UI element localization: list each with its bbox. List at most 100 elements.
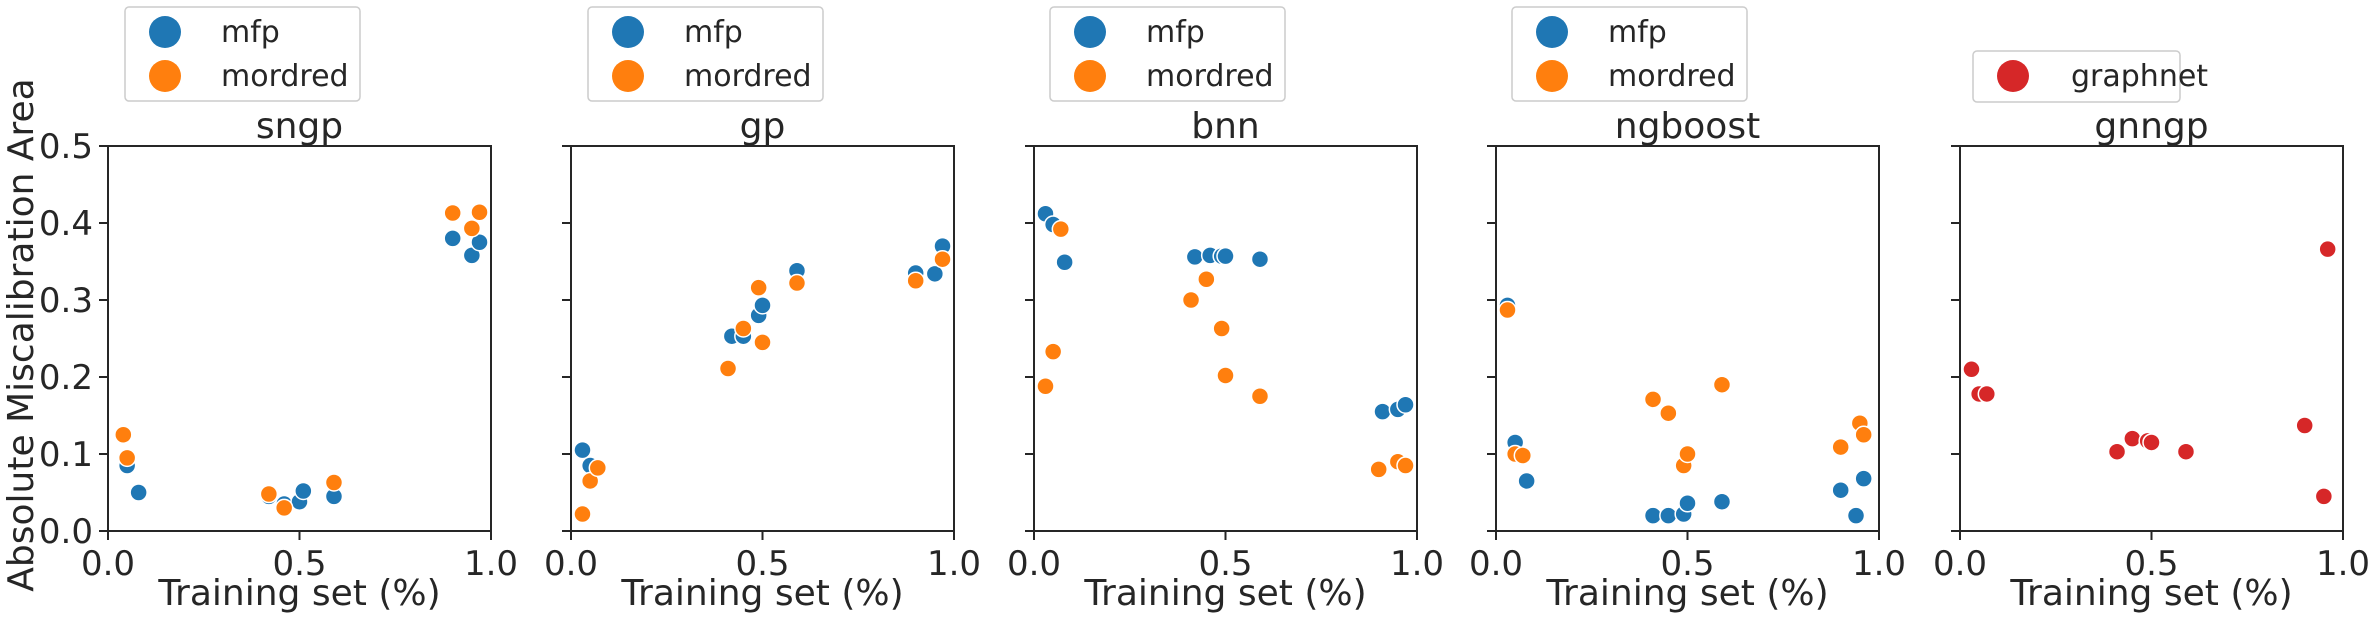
data-point-mordred xyxy=(1659,403,1678,423)
x-axis-label: Training set (%) xyxy=(157,573,440,614)
legend: graphnet xyxy=(1972,50,2208,103)
data-point-mordred xyxy=(117,448,137,468)
x-tick-label: 1.0 xyxy=(1852,544,1906,584)
legend-frame xyxy=(1511,6,1748,102)
plot-frame xyxy=(1033,145,1418,532)
legend-frame xyxy=(587,6,824,102)
y-tick-label: 0.5 xyxy=(39,127,93,167)
data-point-mordred xyxy=(1051,219,1071,239)
data-point-mfp xyxy=(1373,402,1392,421)
data-point-mordred xyxy=(573,504,592,524)
x-tick-label: 0.0 xyxy=(1933,544,1987,584)
legend-marker-mordred xyxy=(149,60,181,92)
x-tick-label: 0.5 xyxy=(735,544,789,584)
x-axis-label: Training set (%) xyxy=(1083,573,1366,614)
y-tick-label: 0.3 xyxy=(39,281,93,321)
y-axis-label: Absolute Miscalibration Area xyxy=(1,78,42,591)
data-point-mfp xyxy=(1846,506,1866,525)
data-point-graphnet xyxy=(2123,429,2142,448)
data-point-mordred xyxy=(906,271,925,290)
data-point-mordred xyxy=(734,319,753,338)
data-point-mordred xyxy=(753,333,772,352)
y-tick-label: 0.0 xyxy=(39,512,93,552)
legend-label-mordred: mordred xyxy=(684,59,812,94)
legend: mfp mordred xyxy=(1511,6,1748,102)
panel-title: ngboost xyxy=(1615,106,1760,147)
data-point-graphnet xyxy=(2318,239,2337,259)
x-axis-label: Training set (%) xyxy=(620,573,903,614)
legend-marker-mordred xyxy=(1536,60,1568,92)
x-tick-label: 0.0 xyxy=(1469,544,1523,584)
x-tick-label: 0.5 xyxy=(1198,544,1252,584)
x-tick-label: 1.0 xyxy=(927,544,981,584)
data-point-mordred xyxy=(787,273,807,293)
data-point-mfp xyxy=(1185,247,1205,267)
data-point-mfp xyxy=(753,296,772,315)
data-point-mordred xyxy=(1369,460,1388,479)
x-tick-label: 1.0 xyxy=(1390,544,1444,584)
data-point-mfp xyxy=(1517,471,1536,491)
data-point-mfp xyxy=(1678,494,1697,513)
data-point-mordred xyxy=(1043,342,1063,361)
data-point-mordred xyxy=(1678,444,1697,464)
legend-frame xyxy=(124,6,361,102)
y-tick-label: 0.1 xyxy=(39,435,93,475)
legend-label-mordred: mordred xyxy=(1608,59,1736,94)
data-point-mfp xyxy=(925,264,945,284)
data-point-mfp xyxy=(294,481,313,501)
data-point-mfp xyxy=(443,229,462,248)
data-point-mordred xyxy=(1513,446,1533,465)
x-axis-label: Training set (%) xyxy=(2009,573,2292,614)
data-point-mordred xyxy=(933,249,952,269)
data-point-mordred xyxy=(1643,390,1663,409)
legend-label-mfp: mfp xyxy=(221,15,280,50)
plot-frame xyxy=(107,145,492,532)
legend: mfp mordred xyxy=(587,6,824,102)
panel-gp: 0.0 0.5 1.0 Training set (%) gp mfp mordred xyxy=(544,6,981,614)
y-tick-label: 0.4 xyxy=(39,204,93,244)
data-point-mordred xyxy=(470,202,489,222)
x-tick-label: 0.0 xyxy=(1007,544,1061,584)
data-point-graphnet xyxy=(1977,384,1997,404)
panel-gnngp: 0.0 0.5 1.0 Training set (%) gnngp graphnet xyxy=(1933,50,2370,614)
data-point-mordred xyxy=(749,278,768,297)
data-point-mfp xyxy=(470,233,489,252)
legend-marker-mfp xyxy=(612,16,644,48)
x-tick-label: 0.0 xyxy=(81,544,135,584)
data-point-mfp xyxy=(1854,469,1873,488)
x-tick-label: 0.5 xyxy=(1660,544,1714,584)
data-point-mordred xyxy=(1197,269,1216,289)
legend-label-mordred: mordred xyxy=(1146,59,1274,94)
legend-marker-graphnet xyxy=(1997,60,2029,92)
data-point-mordred xyxy=(1212,319,1231,338)
data-point-mfp xyxy=(1055,253,1074,272)
legend: mfp mordred xyxy=(1049,6,1286,102)
legend-label-mfp: mfp xyxy=(684,15,743,50)
panel-ngboost: 0.0 0.5 1.0 Training set (%) ngboost mfp mordr… xyxy=(1469,6,1906,614)
legend-label-graphnet: graphnet xyxy=(2071,59,2208,94)
data-point-mfp xyxy=(573,440,592,460)
legend-marker-mordred xyxy=(612,60,644,92)
x-tick-label: 0.0 xyxy=(544,544,598,584)
data-point-mordred xyxy=(324,473,344,492)
legend-marker-mfp xyxy=(1074,16,1106,48)
panel-sngp: 0.0 0.1 0.2 0.3 0.4 0.5 0.0 0.5 1.0 Training set … xyxy=(39,6,518,614)
data-point-mfp xyxy=(1643,506,1663,525)
data-point-mfp xyxy=(1659,506,1678,525)
data-point-graphnet xyxy=(2176,442,2196,461)
data-point-mordred xyxy=(1498,300,1517,320)
data-point-mordred xyxy=(588,458,608,478)
data-point-mordred xyxy=(1036,376,1055,396)
x-tick-label: 0.5 xyxy=(2124,544,2178,584)
data-point-mordred xyxy=(1216,366,1235,385)
data-point-mordred xyxy=(1712,375,1732,394)
data-point-mordred xyxy=(718,359,738,378)
data-point-mordred xyxy=(462,219,482,238)
data-point-mordred xyxy=(274,498,294,518)
data-point-graphnet xyxy=(2142,433,2161,452)
data-point-mfp xyxy=(1396,395,1415,414)
panel-title: gp xyxy=(740,106,786,147)
x-tick-label: 1.0 xyxy=(2316,544,2370,584)
data-point-mfp xyxy=(1216,246,1235,266)
